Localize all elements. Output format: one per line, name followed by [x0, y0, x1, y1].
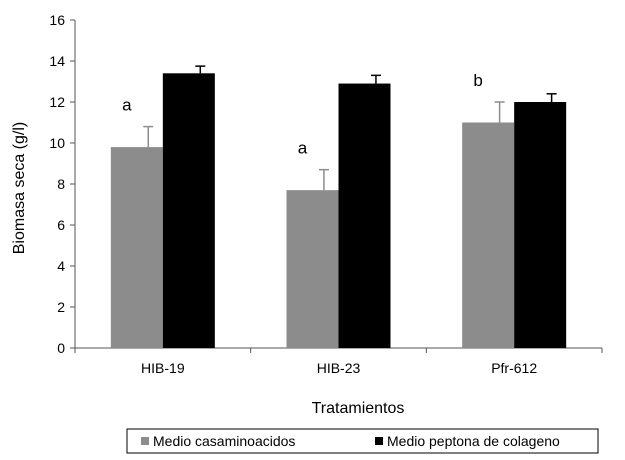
- labels: 0 2 4 6 8 10 12 14 16 HIB-19 a HIB-23 a Pfr-612 b: [49, 12, 537, 376]
- y-tick-label: 14: [49, 53, 65, 69]
- x-tick-label: HIB-23: [317, 360, 361, 376]
- bar: [162, 73, 215, 349]
- legend-swatch: [141, 437, 149, 445]
- x-tick-label: Pfr-612: [491, 360, 537, 376]
- legend-swatch: [375, 437, 383, 445]
- legend-box: [126, 428, 599, 454]
- legend-label: Medio peptona de colageno: [387, 433, 560, 449]
- y-tick-label: 2: [57, 299, 65, 315]
- y-tick-label: 10: [49, 135, 65, 151]
- bar: [514, 102, 567, 348]
- y-tick-label: 12: [49, 94, 65, 110]
- significance-label: b: [473, 71, 482, 90]
- bar: [286, 190, 339, 348]
- significance-label: a: [298, 139, 308, 158]
- bar: [462, 122, 515, 348]
- bar: [110, 147, 163, 348]
- significance-label: a: [122, 96, 132, 115]
- bar: [338, 83, 391, 349]
- legend: Medio casaminoacidos Medio peptona de col…: [126, 428, 599, 454]
- y-tick-label: 4: [57, 258, 65, 274]
- y-tick-label: 8: [57, 176, 65, 192]
- bars: [110, 65, 567, 349]
- y-tick-label: 0: [57, 340, 65, 356]
- legend-label: Medio casaminoacidos: [153, 433, 295, 449]
- x-axis-label: Tratamientos: [312, 400, 405, 417]
- y-tick-label: 6: [57, 217, 65, 233]
- x-tick-label: HIB-19: [141, 360, 185, 376]
- y-tick-label: 16: [49, 12, 65, 28]
- y-axis-label: Biomasa seca (g/l): [11, 122, 28, 255]
